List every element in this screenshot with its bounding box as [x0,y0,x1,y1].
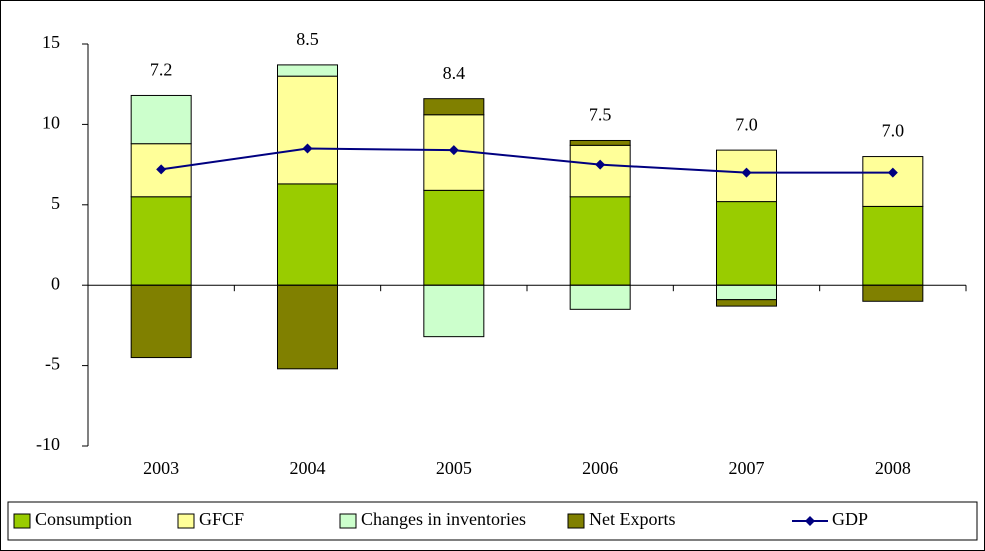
x-tick-label: 2003 [143,458,179,478]
legend-label: GDP [832,509,868,529]
line-marker [887,167,898,178]
bar-segment [277,64,338,77]
legend-frame [7,501,978,541]
legend-label: Net Exports [589,509,675,529]
bar-segment [716,299,777,307]
bar-segment [423,284,485,338]
y-tick-label: -10 [36,434,60,454]
y-tick-label: 0 [51,273,60,293]
bar-segment [277,75,338,185]
line [161,147,893,174]
line-marker [156,164,167,175]
legend-swatch [13,513,31,529]
legend-label: GFCF [199,509,244,529]
line-marker [595,159,606,170]
data-label: 8.4 [443,63,466,83]
bar-segment [862,284,924,302]
y-tick-label: 5 [51,193,60,213]
bar-segment [569,284,631,310]
bar-segment [277,183,338,286]
line-marker [741,167,752,178]
x-tick-label: 2008 [875,458,911,478]
bar-segment [569,144,631,198]
bar-segment [130,196,192,286]
bar-segment [277,284,338,370]
bar-segment [423,189,485,286]
bar-segment [716,284,777,301]
x-tick-label: 2004 [290,458,326,478]
legend-label: Consumption [35,509,132,529]
bar-segment [862,156,924,207]
legend-swatch [177,513,195,529]
data-label: 7.0 [882,121,905,141]
legend-marker [805,516,815,526]
bar-segment [716,201,777,286]
legend-swatch [339,513,357,529]
data-label: 8.5 [296,29,319,49]
legend-swatch [567,513,585,529]
x-tick-label: 2007 [729,458,765,478]
data-label: 7.2 [150,60,173,80]
y-tick-label: 15 [42,32,60,52]
x-tick-label: 2006 [582,458,618,478]
bar-segment [423,98,485,116]
bar-segment [130,94,192,145]
data-label: 7.5 [589,105,612,125]
line-marker [448,145,459,156]
x-tick-label: 2005 [436,458,472,478]
legend-label: Changes in inventories [361,509,526,529]
y-tick-label: -5 [45,354,60,374]
bar-segment [569,139,631,146]
data-label: 7.0 [735,114,758,134]
bar-segment [862,205,924,286]
y-tick-label: 10 [42,113,60,133]
bar-segment [569,196,631,286]
bar-segment [130,284,192,359]
line-marker [302,143,313,154]
